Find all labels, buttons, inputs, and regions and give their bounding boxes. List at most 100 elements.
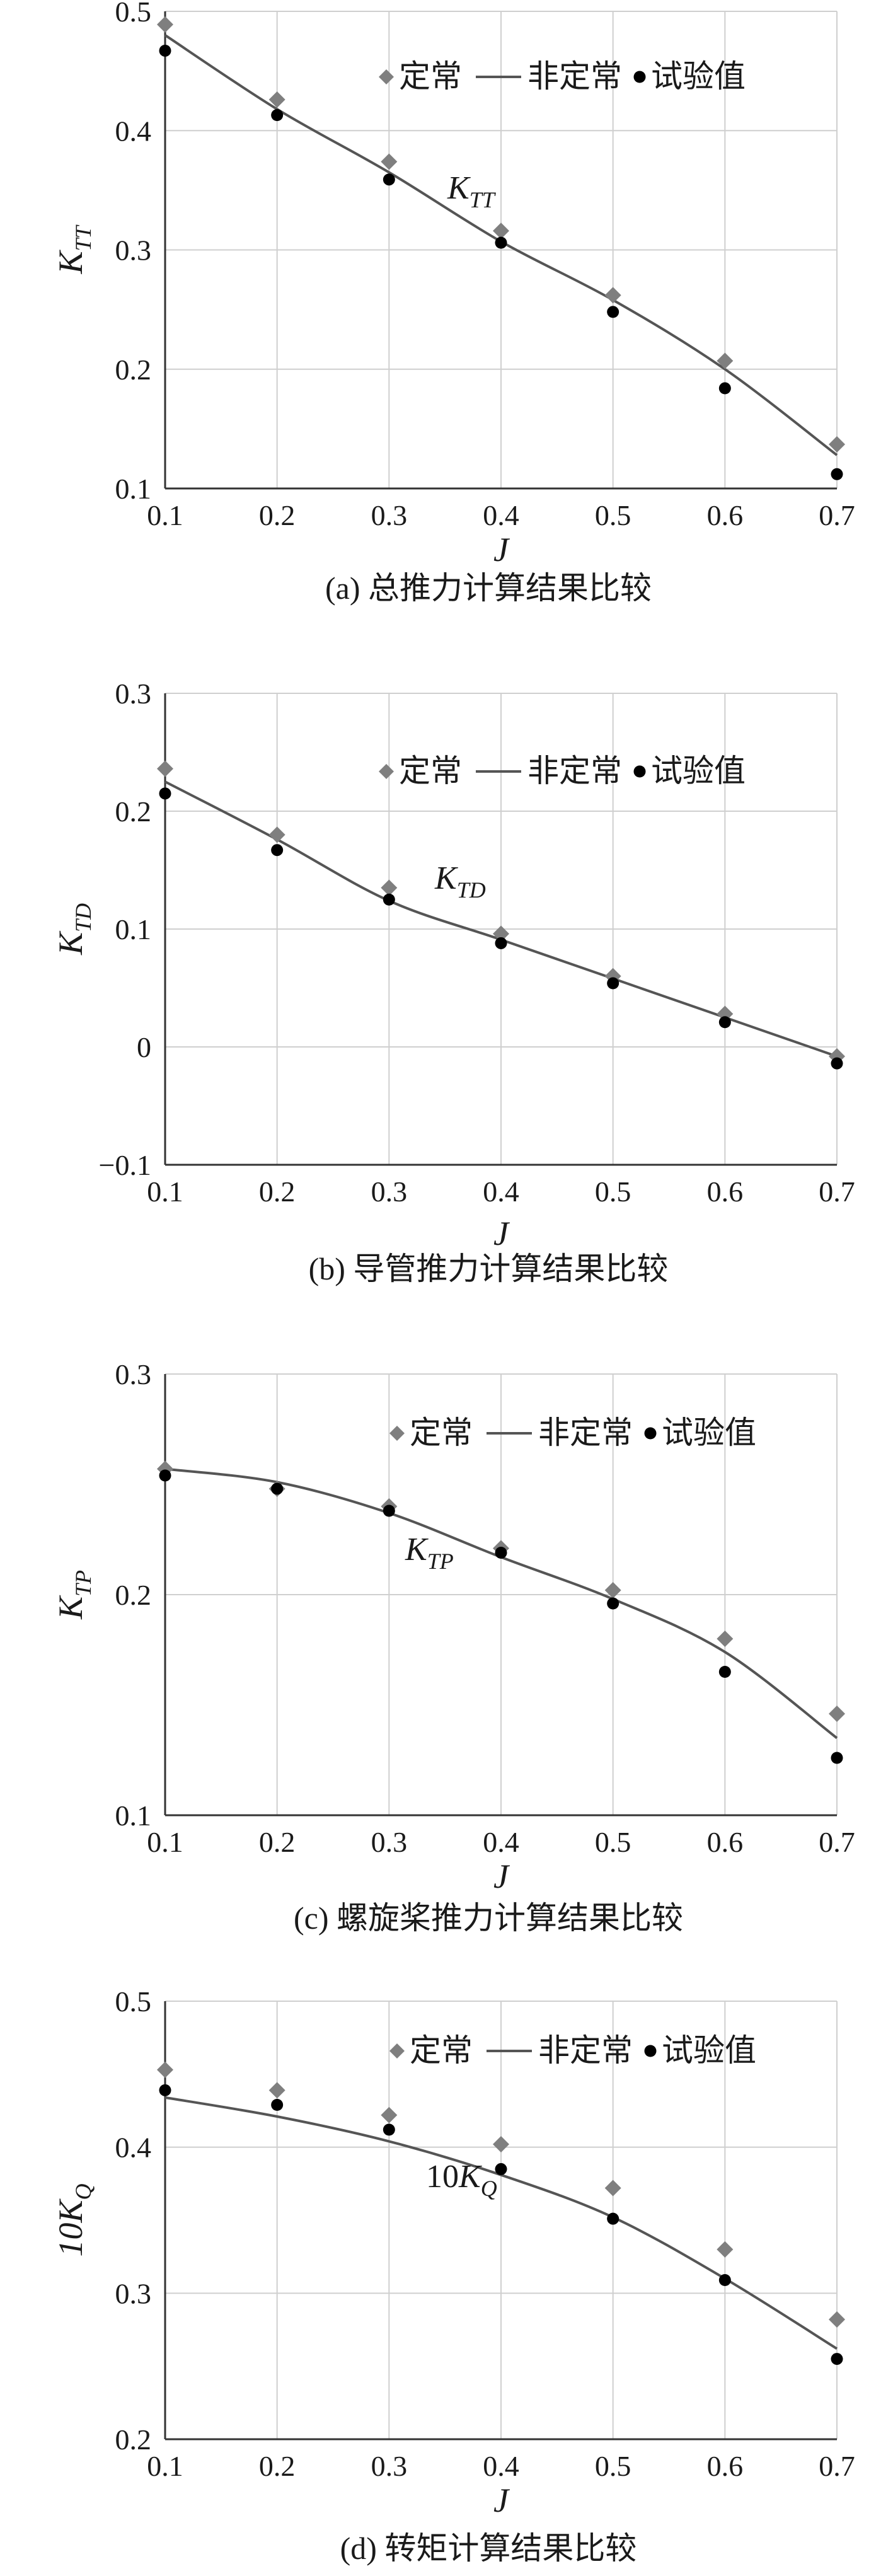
experiment-data-point [383, 173, 395, 186]
x-tick-label: 0.1 [147, 1826, 183, 1858]
steady-data-point [717, 1631, 734, 1647]
y-tick-label: 0.3 [115, 2277, 152, 2309]
curve-annotation: KTP [405, 1532, 454, 1574]
steady-data-point [493, 2136, 509, 2153]
x-tick-label: 0.4 [483, 1826, 519, 1858]
x-tick-label: 0.2 [259, 2450, 296, 2482]
x-tick-label: 0.6 [707, 1175, 744, 1208]
x-tick-label: 0.6 [707, 499, 744, 531]
x-tick-label: 0.5 [595, 1826, 631, 1858]
experiment-data-point [831, 1752, 843, 1764]
y-tick-label: 0.5 [115, 1985, 152, 2018]
x-tick-label: 0.3 [371, 1826, 408, 1858]
y-tick-label: 0.1 [115, 473, 152, 505]
experiment-data-point [607, 306, 619, 318]
y-tick-label: 0.4 [115, 2132, 152, 2164]
steady-data-point [157, 16, 173, 33]
y-tick-label: 0.5 [115, 0, 152, 28]
experiment-data-point [383, 2123, 395, 2136]
steady-data-point [157, 2061, 173, 2078]
x-tick-label: 0.7 [819, 1826, 855, 1858]
steady-data-point [268, 826, 285, 843]
x-tick-label: 0.2 [259, 499, 296, 531]
y-axis-title: KTD [52, 903, 96, 956]
experiment-data-point [495, 236, 507, 249]
experiment-data-point [718, 1666, 731, 1678]
chart-panel-1: 0.1 0.2 0.3 0.4 0.5 0.6 0.7 0.1 0.2 0.3 0.4 0.5 J KTT… [52, 0, 855, 606]
experiment-data-point [831, 2353, 843, 2365]
y-tick-label: 0.2 [115, 354, 152, 386]
x-axis-title: J [493, 1857, 510, 1895]
legend-experiment-label: 试验值 [662, 1414, 756, 1451]
legend-steady-label: 定常 [410, 2032, 473, 2069]
legend-steady-marker [389, 1426, 405, 1441]
x-axis-title: J [493, 1215, 510, 1252]
x-tick-label: 0.5 [595, 499, 631, 531]
legend-steady-label: 定常 [399, 753, 462, 789]
x-tick-label: 0.5 [595, 1175, 631, 1208]
x-tick-label: 0.3 [371, 499, 408, 531]
experiment-data-point [159, 787, 171, 800]
y-tick-label: 0.1 [115, 1799, 152, 1832]
legend-experiment-label: 试验值 [651, 58, 746, 95]
legend-unsteady-label: 非定常 [527, 753, 622, 789]
legend: 定常 非定常 试验值 [389, 1414, 756, 1451]
steady-data-point [829, 1706, 845, 1722]
panel-caption: (c) 螺旋桨推力计算结果比较 [294, 1900, 683, 1936]
x-tick-label: 0.2 [259, 1175, 296, 1208]
experiment-data-point [831, 468, 843, 480]
x-axis-title: J [493, 531, 510, 569]
x-tick-label: 0.3 [371, 2450, 408, 2482]
chart-panel-2: 0.1 0.2 0.3 0.4 0.5 0.6 0.7 −0.1 0 0.1 0.2 0.3 J KTD K… [52, 678, 855, 1286]
experiment-data-point [718, 382, 731, 395]
y-tick-label: 0.1 [115, 913, 152, 945]
curve-annotation: 10KQ [426, 2159, 497, 2201]
curve-annotation: KTT [447, 170, 497, 212]
experiment-data-point [607, 2212, 619, 2225]
x-tick-label: 0.2 [259, 1826, 296, 1858]
x-tick-label: 0.1 [147, 499, 183, 531]
experiment-data-point [718, 1016, 731, 1029]
steady-data-point [604, 2180, 621, 2197]
legend-experiment-marker [633, 71, 646, 83]
experiment-data-point [495, 2163, 507, 2175]
experiment-data-point [271, 2098, 284, 2111]
x-tick-label: 0.5 [595, 2450, 631, 2482]
legend-experiment-label: 试验值 [662, 2032, 756, 2069]
experiment-data-point [271, 109, 284, 122]
steady-data-point [493, 925, 509, 942]
legend-experiment-marker [644, 1427, 657, 1440]
legend-unsteady-label: 非定常 [527, 58, 622, 95]
steady-data-point [717, 352, 734, 369]
y-axis-title: KTP [52, 1570, 96, 1620]
y-tick-label: 0.2 [115, 1579, 152, 1611]
legend: 定常 非定常 试验值 [379, 753, 746, 789]
legend-unsteady-label: 非定常 [538, 2032, 633, 2069]
steady-data-point [157, 760, 173, 777]
panel-caption: (b) 导管推力计算结果比较 [309, 1251, 669, 1286]
legend: 定常 非定常 试验值 [389, 2032, 756, 2069]
legend-steady-marker [379, 69, 394, 84]
experiment-data-point [383, 893, 395, 906]
experiment-data-point [495, 1547, 507, 1559]
experiment-data-point [271, 844, 284, 857]
y-tick-label: 0.3 [115, 678, 152, 710]
y-tick-label: 0.2 [115, 2423, 152, 2456]
experiment-data-point [718, 2273, 731, 2286]
y-axis-title: KTT [52, 224, 96, 274]
steady-data-point [604, 1582, 621, 1598]
legend-steady-label: 定常 [399, 58, 462, 95]
panel-caption: (a) 总推力计算结果比较 [325, 570, 652, 606]
x-tick-label: 0.7 [819, 2450, 855, 2482]
y-tick-label: 0.4 [115, 115, 152, 147]
experiment-data-point [495, 937, 507, 949]
steady-data-point [381, 2106, 398, 2123]
x-tick-label: 0.7 [819, 1175, 855, 1208]
legend-experiment-marker [633, 765, 646, 778]
experiment-data-point [607, 977, 619, 990]
y-axis-title: 10KQ [52, 2183, 96, 2256]
legend-experiment-label: 试验值 [651, 753, 746, 789]
x-tick-label: 0.1 [147, 1175, 183, 1208]
steady-data-point [829, 2311, 845, 2328]
